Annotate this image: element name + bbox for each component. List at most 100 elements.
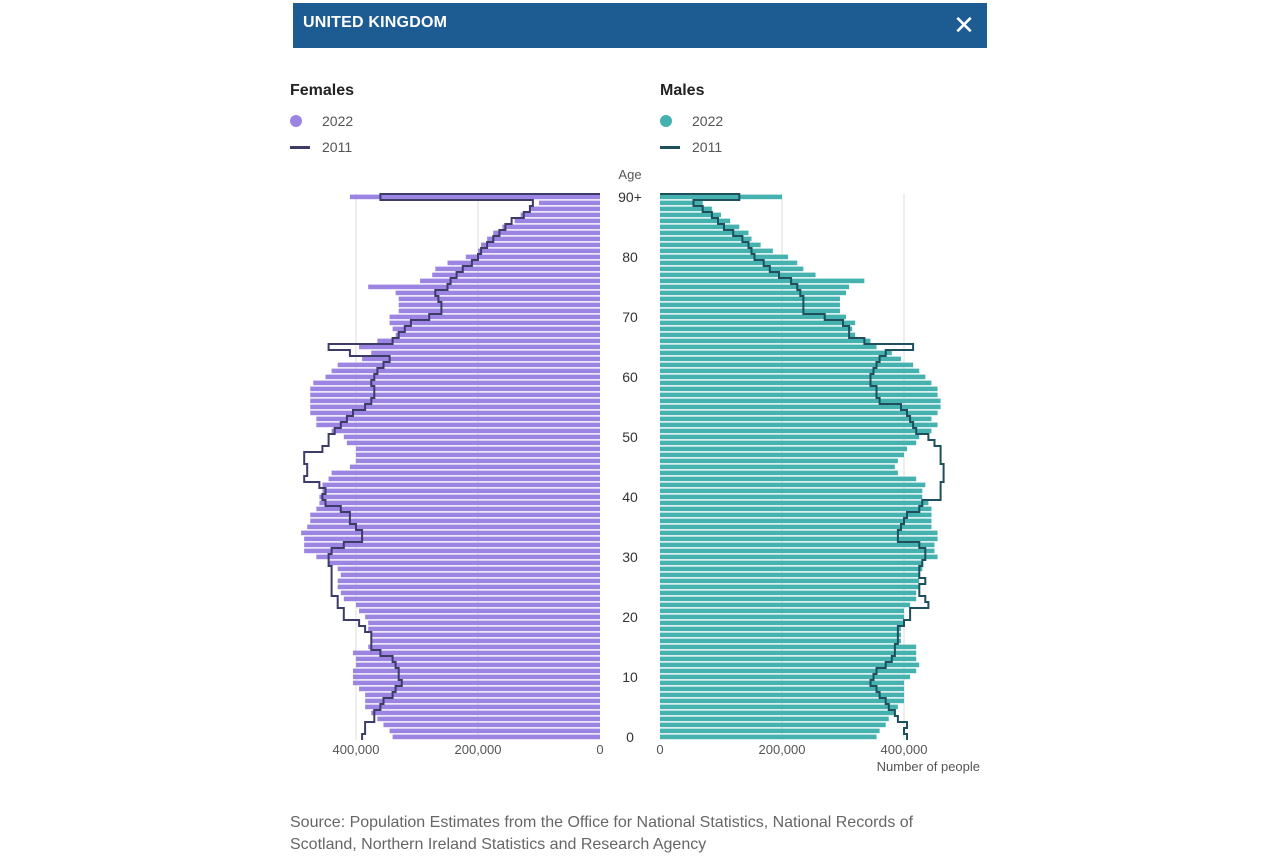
female-bar — [328, 476, 600, 482]
male-bar — [660, 638, 901, 644]
male-bar — [660, 548, 935, 554]
female-bar — [310, 518, 600, 524]
legend-label: 2011 — [322, 139, 353, 155]
female-bar — [514, 218, 600, 224]
female-bar — [368, 620, 600, 626]
female-bar — [389, 314, 600, 320]
male-bar — [660, 488, 923, 494]
male-bar — [660, 458, 898, 464]
male-bar — [660, 362, 914, 368]
female-bar — [313, 380, 600, 386]
female-bar — [337, 584, 600, 590]
male-bar — [660, 380, 932, 386]
female-bar — [349, 464, 600, 470]
male-bar — [660, 392, 938, 398]
male-bar — [660, 512, 932, 518]
female-bar — [340, 572, 600, 578]
male-bar — [660, 422, 938, 428]
male-bar — [660, 236, 752, 242]
legend-dot-icon — [290, 115, 302, 127]
male-bar — [660, 710, 895, 716]
male-bar — [660, 560, 923, 566]
female-bar — [392, 326, 600, 332]
male-bar — [660, 212, 721, 218]
male-bar — [660, 620, 904, 626]
male-bar — [660, 500, 929, 506]
page-title: UNITED KINGDOM — [303, 14, 448, 31]
female-bar — [331, 470, 600, 476]
female-bar — [368, 644, 600, 650]
legend-males: Males 2022 2011 — [660, 82, 723, 160]
female-bar — [352, 680, 600, 686]
female-bar — [362, 356, 600, 362]
male-bar — [660, 356, 901, 362]
male-bar — [660, 734, 877, 740]
male-bar — [660, 278, 865, 284]
male-bar — [660, 680, 904, 686]
male-bar — [660, 446, 908, 452]
female-bar — [368, 284, 600, 290]
female-bar — [356, 662, 600, 668]
female-bar — [389, 320, 600, 326]
female-2011-line — [303, 193, 600, 740]
male-bar — [660, 662, 920, 668]
male-bar — [660, 200, 703, 206]
female-bar — [389, 728, 600, 734]
male-bar — [660, 536, 938, 542]
male-bar — [660, 668, 917, 674]
male-bar — [660, 272, 816, 278]
male-bar — [660, 464, 895, 470]
x-tick-label-males: 200,000 — [759, 742, 806, 757]
legend-label: 2022 — [692, 113, 724, 129]
female-bar — [310, 410, 600, 416]
legend-females-2011: 2011 — [290, 134, 354, 160]
female-bar — [304, 542, 600, 548]
age-tick-label: 60 — [622, 369, 638, 385]
male-bar — [660, 530, 938, 536]
female-bar — [365, 704, 600, 710]
male-bar — [660, 476, 917, 482]
female-bar — [365, 692, 600, 698]
male-bar — [660, 266, 804, 272]
female-bar — [365, 614, 600, 620]
male-bar — [660, 248, 773, 254]
male-bar — [660, 728, 880, 734]
female-bar — [371, 710, 600, 716]
female-bar — [304, 536, 600, 542]
male-bar — [660, 584, 920, 590]
female-bar — [478, 248, 600, 254]
x-tick-label-females: 400,000 — [333, 742, 380, 757]
female-bar — [398, 302, 600, 308]
x-tick-label-males: 0 — [656, 742, 663, 757]
age-tick-label: 30 — [622, 549, 638, 565]
legend-females-2022: 2022 — [290, 108, 354, 134]
male-bar — [660, 614, 904, 620]
legend-females-title: Females — [290, 82, 355, 99]
legend-label: 2011 — [692, 139, 723, 155]
female-bar — [337, 566, 600, 572]
female-bar — [331, 428, 600, 434]
age-tick-label: 40 — [622, 489, 638, 505]
female-bar — [337, 362, 600, 368]
male-bar — [660, 656, 917, 662]
female-bar — [392, 734, 600, 740]
male-bar — [660, 542, 935, 548]
female-bar — [301, 530, 600, 536]
female-bar — [352, 668, 600, 674]
male-bar — [660, 626, 901, 632]
x-tick-label-females: 0 — [596, 742, 603, 757]
close-icon[interactable]: ✕ — [953, 10, 975, 40]
female-bar — [316, 554, 600, 560]
female-bar — [359, 608, 600, 614]
female-bar — [343, 596, 600, 602]
female-bar — [359, 344, 600, 350]
female-bar — [493, 230, 600, 236]
female-bar — [447, 260, 600, 266]
male-bar — [660, 410, 938, 416]
male-bar — [660, 434, 920, 440]
legend-dot-icon — [660, 115, 672, 127]
male-bar — [660, 650, 917, 656]
female-bar — [310, 386, 600, 392]
male-bar — [660, 290, 847, 296]
female-bar — [322, 482, 600, 488]
